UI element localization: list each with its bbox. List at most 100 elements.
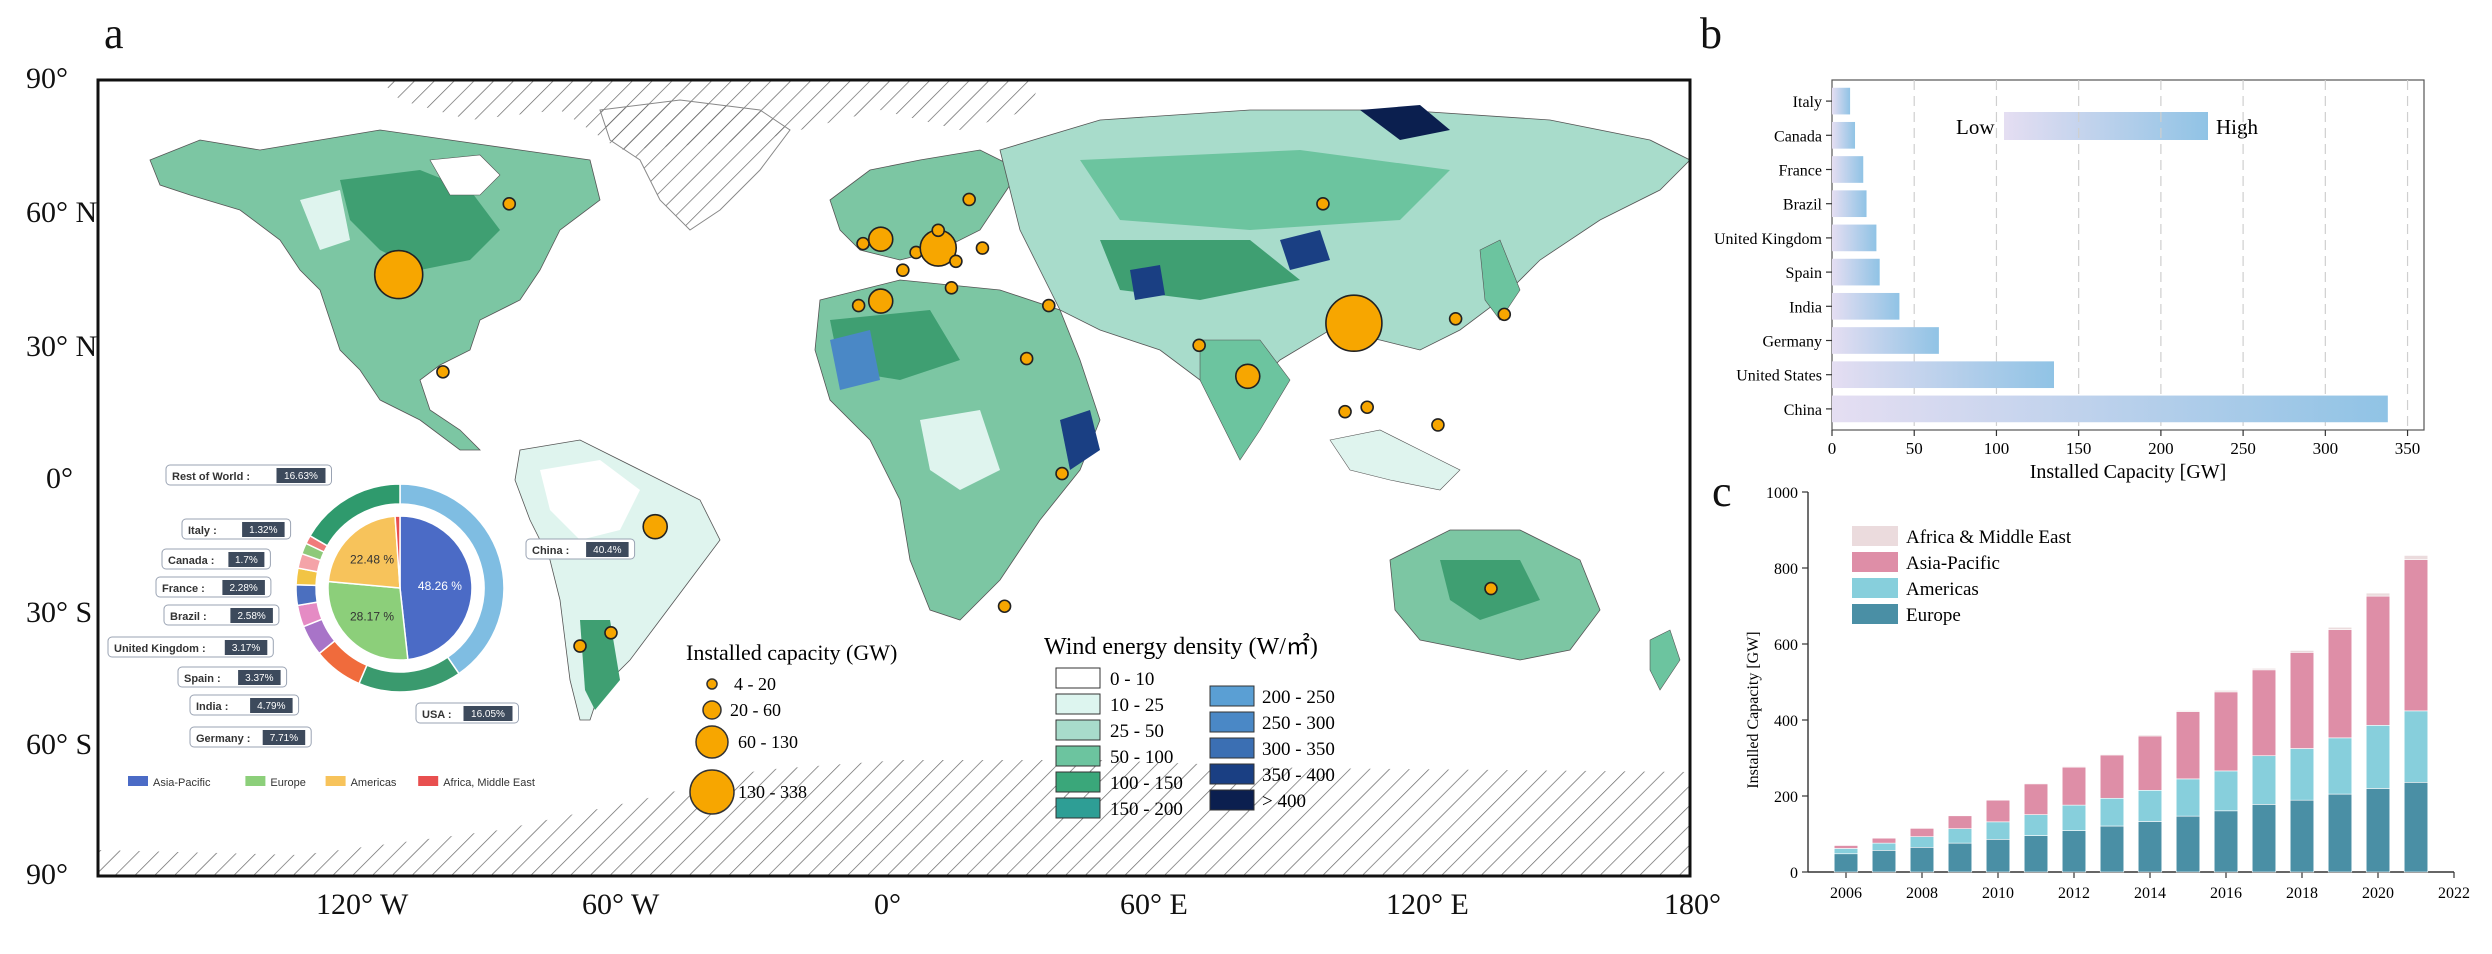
sbar-legend-swatch [1852, 604, 1898, 624]
sbar-segment [2365, 592, 2391, 597]
sbar-legend-label: Europe [1906, 605, 1961, 626]
sbar-xtick-label: 2008 [1906, 885, 1938, 902]
sbar-segment [2251, 755, 2277, 805]
density-legend-label: 250 - 300 [1262, 713, 1335, 734]
capacity-bubble [896, 263, 910, 277]
hbar-category-label: France [1778, 163, 1822, 180]
density-legend-swatch [1055, 719, 1101, 741]
capacity-bubble [573, 639, 587, 653]
sbar-legend-label: Asia-Pacific [1906, 553, 2000, 574]
sbar-segment [2213, 810, 2239, 873]
donut-legend-label: Asia-Pacific [153, 777, 211, 789]
hbar-xtick-label: 100 [1984, 439, 2010, 458]
capacity-bubble [1019, 351, 1034, 366]
capacity-bubble [1497, 307, 1512, 322]
density-legend-label: 100 - 150 [1110, 773, 1183, 794]
donut-callout-pct-box [228, 552, 265, 567]
donut-callout-pct: 3.37% [245, 673, 273, 684]
sbar-segment [2327, 626, 2353, 630]
donut-inner-slice [327, 580, 409, 661]
world-map [98, 80, 1690, 876]
lat-label-90n: 90° [26, 62, 68, 95]
donut-callout: USA : 16.05% [415, 702, 519, 724]
capacity-bubble [1448, 311, 1463, 326]
sbar-segment [2289, 650, 2315, 653]
donut-callout-name: United Kingdom : [114, 643, 206, 655]
capacity-legend-label-1: 4 - 20 [734, 674, 776, 694]
sbar-segment [2327, 737, 2353, 795]
sbar-segment [2175, 710, 2201, 712]
hbar-xtick-label: 150 [2066, 439, 2092, 458]
density-legend-label: 350 - 400 [1262, 765, 1335, 786]
density-legend-label: 25 - 50 [1110, 721, 1164, 742]
sbar-segment [2061, 804, 2087, 831]
donut-callout-name: Spain : [184, 673, 221, 685]
capacity-legend-label-2: 20 - 60 [730, 700, 781, 720]
sbar-segment [2251, 669, 2277, 757]
donut-callout: United Kingdom : 3.17% [107, 636, 274, 658]
capacity-bubble [856, 236, 870, 251]
sbar-segment [1871, 837, 1897, 844]
hbar-xlabel: Installed Capacity [GW] [2030, 461, 2227, 483]
antarctica-hatch [98, 760, 1690, 876]
capacity-bubble [1041, 298, 1056, 313]
donut-callout-name: USA : [422, 709, 452, 721]
lon-label-0: 0° [874, 888, 901, 921]
sbar-segment [2213, 691, 2239, 772]
donut-callout-pct-box [276, 468, 326, 483]
donut-inner-label: 22.48 % [350, 552, 394, 566]
west-africa-high [830, 330, 880, 390]
hbar-category-label: United Kingdom [1714, 231, 1823, 248]
donut-callout-pct: 16.05% [471, 709, 505, 720]
hbar-colorbar-high: High [2216, 115, 2259, 139]
caspian-region [1130, 265, 1165, 300]
hbar-category-label: Italy [1793, 94, 1822, 111]
capacity-legend-marker-3 [695, 725, 729, 759]
greenland-hatch [599, 99, 791, 231]
hbar-bar [1832, 395, 2388, 423]
donut-legend-swatch [325, 776, 346, 786]
hbar-colorbar-low: Low [1956, 115, 1995, 139]
density-legend-label: 150 - 200 [1110, 799, 1183, 820]
panel-letter-c: c [1712, 467, 1732, 516]
hbar-category-label: India [1789, 299, 1822, 316]
capacity-bubble [436, 365, 450, 379]
sbar-legend-swatch [1852, 552, 1898, 572]
hbar-bar [1832, 258, 1880, 286]
donut-callout-pct-box [262, 730, 306, 745]
sbar-ytick-label: 600 [1774, 637, 1798, 654]
capacity-bubble [949, 254, 963, 269]
panel-letter-b: b [1700, 9, 1722, 58]
hbar-category-label: Spain [1786, 265, 1822, 282]
donut-callout-pct-box [586, 542, 629, 557]
hbar-bar [1832, 361, 2054, 389]
donut-callout: France : 2.28% [155, 576, 272, 598]
sbar-segment [2099, 754, 2125, 799]
capacity-bubble [867, 288, 894, 314]
density-legend-label: 0 - 10 [1110, 669, 1154, 690]
sbar-xtick-label: 2010 [1982, 885, 2014, 902]
sbar-segment [1833, 845, 1859, 849]
siberia [1080, 150, 1450, 230]
horn-of-africa [1060, 410, 1100, 470]
hbar-bar [1832, 292, 1900, 320]
capacity-bubble [604, 625, 618, 640]
hbar-bar [1832, 121, 1856, 149]
hbar-xtick-label: 350 [2395, 439, 2421, 458]
sbar-xtick-label: 2022 [2438, 885, 2470, 902]
hudson-bay [429, 154, 501, 196]
capacity-legend-marker-1 [706, 678, 718, 690]
donut-legend-label: Africa, Middle East [443, 777, 535, 789]
sbar-segment [1909, 846, 1935, 873]
sbar-segment [2061, 830, 2087, 873]
donut-callout-pct: 2.28% [229, 583, 257, 594]
sbar-segment [2365, 725, 2391, 789]
sbar-segment [2365, 788, 2391, 873]
new-zealand [1649, 629, 1681, 691]
donut-callout-name: India : [196, 701, 228, 713]
sbar-segment [2365, 595, 2391, 726]
density-legend-label: 200 - 250 [1262, 687, 1335, 708]
map-frame [96, 78, 1692, 878]
amazon-lowdensity [540, 460, 640, 540]
sbar-segment [2289, 652, 2315, 749]
